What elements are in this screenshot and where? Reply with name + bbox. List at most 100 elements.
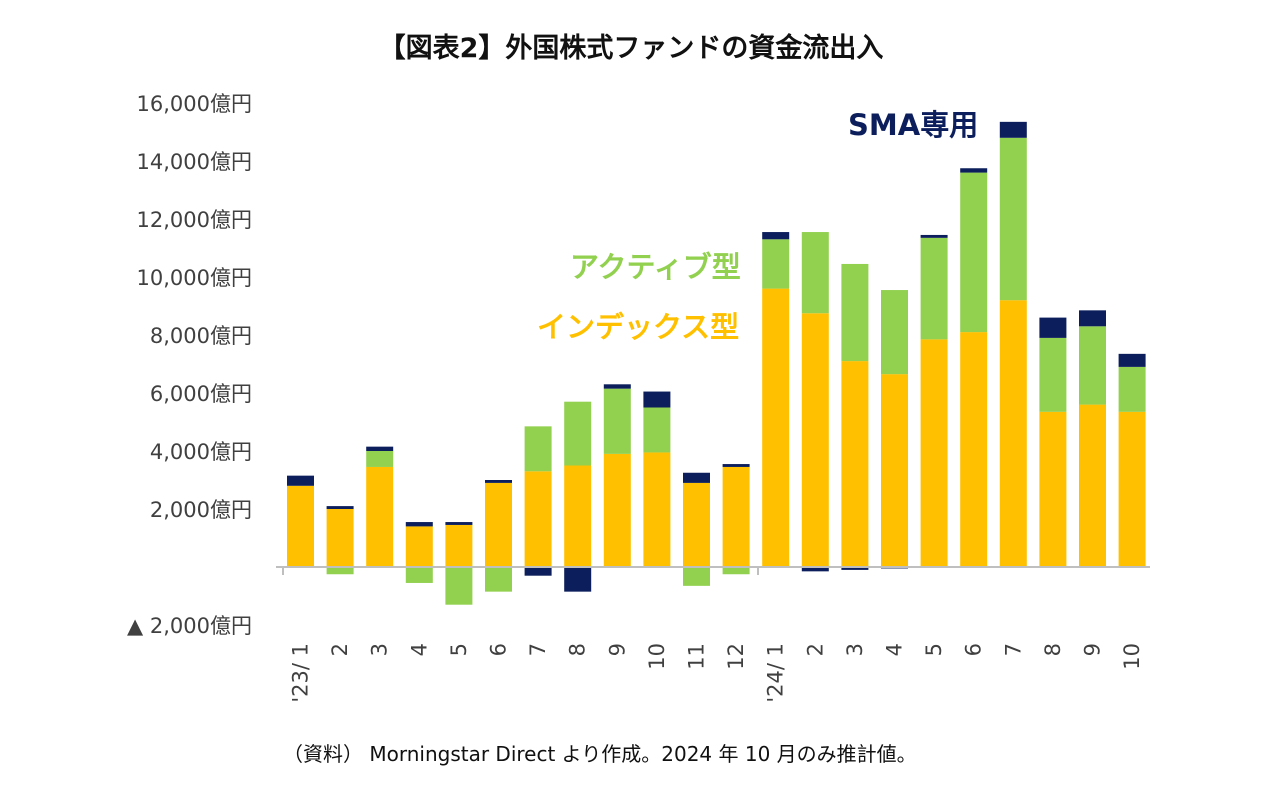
bar-index: [1118, 411, 1146, 567]
x-tick-label: 4: [883, 643, 907, 656]
y-tick-label: 10,000億円: [137, 266, 252, 290]
bar-index: [603, 453, 631, 567]
bar-index: [999, 300, 1027, 567]
x-tick-label: 2: [803, 643, 827, 656]
y-axis-labels: 16,000億円 14,000億円 12,000億円 10,000億円 8,000億円 6…: [127, 92, 252, 638]
x-tick-label: '23/ 1: [289, 643, 313, 703]
bar-sma: [405, 522, 433, 527]
bar-active: [603, 388, 631, 454]
bar-active: [683, 567, 710, 586]
chart-title: 【図表2】外国株式ファンドの資金流出入: [378, 33, 884, 64]
bar-sma: [326, 506, 354, 509]
x-tick-label: 5: [447, 643, 471, 656]
bar-index: [920, 339, 948, 567]
x-tick-label: 3: [368, 643, 392, 656]
bar-index: [722, 466, 750, 567]
y-tick-label: 4,000億円: [150, 440, 252, 464]
bar-index: [881, 374, 908, 567]
y-tick-label: 6,000億円: [150, 382, 252, 406]
bar-index: [1079, 404, 1106, 567]
source-note: （資料） Morningstar Direct より作成。2024 年 10 月…: [283, 742, 917, 766]
bar-active: [841, 263, 869, 362]
x-tick-label: 2: [328, 643, 352, 656]
y-tick-label: 14,000億円: [137, 150, 252, 174]
bar-active: [524, 426, 552, 472]
bar-index: [524, 471, 552, 567]
bar-sma: [564, 567, 592, 592]
bar-sma: [722, 464, 750, 467]
x-tick-label: 12: [724, 643, 748, 670]
bar-sma: [603, 384, 631, 389]
bar-active: [1118, 366, 1146, 412]
bar-sma: [999, 121, 1027, 138]
bar-index: [326, 509, 354, 567]
bar-index: [683, 482, 710, 567]
bar-active: [881, 290, 908, 375]
x-tick-label: 10: [1120, 643, 1144, 670]
bar-active: [643, 407, 671, 453]
bar-active: [366, 451, 394, 467]
x-tick-label: 10: [645, 643, 669, 670]
bar-sma: [920, 234, 948, 238]
bar-active: [1079, 326, 1106, 405]
bar-active: [920, 237, 948, 340]
bar-sma: [445, 522, 473, 525]
x-tick-label: 9: [605, 643, 629, 656]
x-tick-label: '24/ 1: [764, 643, 788, 703]
bar-index: [1039, 411, 1067, 567]
bar-sma: [683, 472, 710, 483]
bar-index: [643, 452, 671, 567]
y-tick-label: 12,000億円: [137, 208, 252, 232]
bar-sma: [485, 480, 512, 483]
bar-index: [960, 332, 988, 567]
bar-active: [1039, 337, 1067, 412]
bar-sma: [1079, 310, 1106, 327]
x-tick-label: 11: [685, 643, 709, 670]
bar-active: [801, 232, 829, 314]
bar-index: [801, 313, 829, 567]
bar-index: [841, 361, 869, 567]
legend-index-label: インデックス型: [537, 310, 739, 344]
legend: SMA専用 アクティブ型 インデックス型: [537, 108, 978, 344]
bar-active: [564, 401, 592, 466]
bar-sma: [1118, 353, 1146, 367]
x-tick-label: 6: [962, 643, 986, 656]
bar-index: [762, 288, 790, 567]
bar-active: [762, 239, 790, 289]
bar-index: [485, 482, 512, 567]
y-tick-label: 16,000億円: [137, 92, 252, 116]
x-tick-label: 6: [487, 643, 511, 656]
x-tick-label: 7: [1001, 643, 1025, 656]
bar-active: [960, 172, 988, 333]
bar-active: [405, 567, 433, 583]
x-tick-label: 8: [1041, 643, 1065, 656]
y-tick-label: ▲ 2,000億円: [127, 614, 252, 638]
y-tick-label: 8,000億円: [150, 324, 252, 348]
bar-sma: [1039, 317, 1067, 338]
axis-lines: [276, 566, 1150, 575]
bar-sma: [643, 391, 671, 408]
bar-sma: [960, 168, 988, 173]
x-tick-label: 9: [1081, 643, 1105, 656]
legend-active-label: アクティブ型: [570, 250, 741, 284]
bar-index: [445, 524, 473, 567]
bars-group: [287, 121, 1146, 605]
bar-sma: [762, 232, 790, 240]
x-tick-label: 5: [922, 643, 946, 656]
bar-active: [326, 567, 354, 575]
bar-active: [445, 567, 473, 605]
x-tick-label: 8: [566, 643, 590, 656]
bar-sma: [524, 567, 552, 576]
bar-index: [287, 485, 314, 567]
x-tick-label: 7: [526, 643, 550, 656]
bar-index: [366, 466, 394, 567]
x-axis-labels: '23/ 1 2 3 4 5 6 7 8 9 10 11 12 '24/ 1 2 3 4 5 6 7 8 9 10: [289, 643, 1145, 703]
bar-active: [485, 567, 512, 592]
bar-index: [405, 526, 433, 567]
y-tick-label: 2,000億円: [150, 498, 252, 522]
bar-active: [722, 567, 750, 575]
x-tick-label: 3: [843, 643, 867, 656]
bar-sma: [287, 475, 314, 486]
bar-sma: [366, 446, 394, 451]
